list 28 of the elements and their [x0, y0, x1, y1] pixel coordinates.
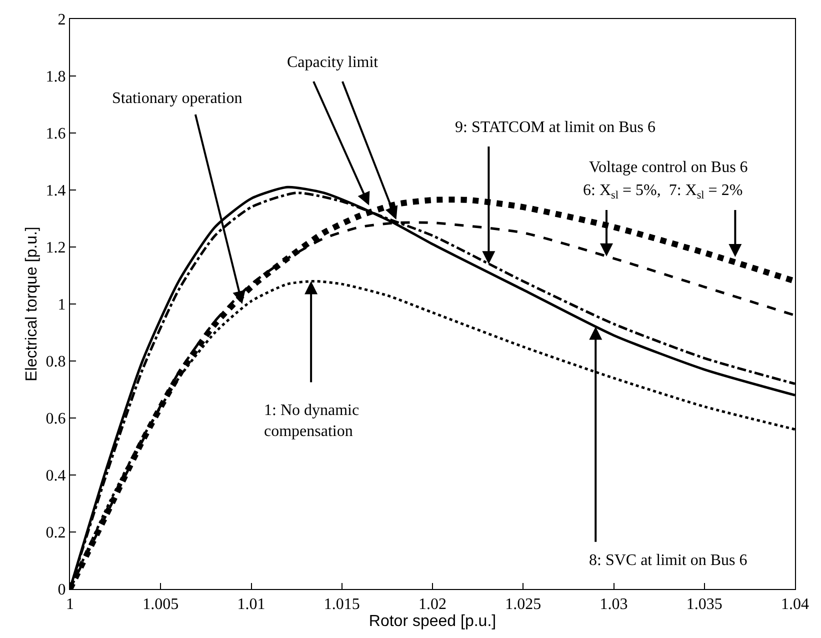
- y-tick-label: 1.2: [46, 240, 66, 257]
- annotation: 9: STATCOM at limit on Bus 6: [455, 119, 656, 136]
- x-tick-label: 1.03: [600, 596, 628, 614]
- annotation: Capacity limit: [287, 54, 379, 71]
- y-tick-label: 1.6: [46, 126, 66, 143]
- annotation: 1: No dynamic compensation: [264, 402, 360, 440]
- x-tick-label: 1.025: [505, 596, 542, 614]
- x-axis-title: Rotor speed [p.u.]: [368, 613, 496, 630]
- x-tick-label: 1.035: [686, 596, 722, 614]
- annotation: 6: X$_{sl}$ = 5%, 7: X$_{sl}$ = 2%: [583, 182, 743, 202]
- y-tick-label: 0: [58, 582, 66, 599]
- y-tick-label: 1.4: [46, 182, 66, 200]
- annotation: Voltage control on Bus 6: [589, 159, 748, 176]
- x-tick-label: 1.01: [237, 596, 266, 614]
- x-tick-label: 1.04: [781, 596, 809, 614]
- y-tick-label: 1: [58, 296, 66, 314]
- y-tick-label: 0.4: [46, 468, 66, 485]
- x-tick-label: 1.005: [142, 596, 179, 614]
- y-tick-label: 0.6: [46, 410, 66, 428]
- annotation: Stationary operation: [112, 90, 242, 107]
- y-tick-label: 1.8: [46, 68, 66, 86]
- y-tick-label: 2: [58, 12, 66, 29]
- x-tick-label: 1.02: [418, 596, 446, 614]
- y-axis-title: Electrical torque [p.u.]: [24, 226, 41, 382]
- y-tick-label: 0.2: [46, 524, 66, 542]
- annotation: 8: SVC at limit on Bus 6: [589, 552, 748, 569]
- x-tick-label: 1.015: [324, 596, 360, 614]
- y-tick-label: 0.8: [46, 354, 66, 371]
